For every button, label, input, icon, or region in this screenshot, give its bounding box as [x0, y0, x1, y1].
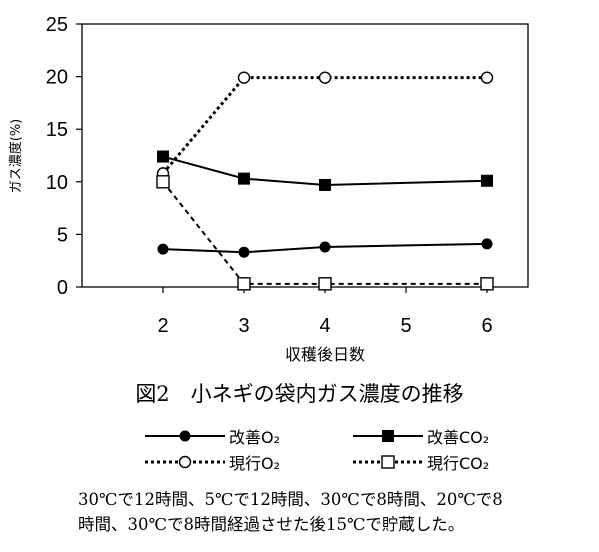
y-tick-label: 0 [57, 277, 68, 299]
data-point [238, 246, 250, 258]
legend-label: 改善CO₂ [427, 428, 490, 447]
legend-item-genko-o2: 現行O₂ [145, 451, 280, 473]
y-tick-label: 10 [46, 172, 68, 194]
x-tick-label: 2 [157, 315, 168, 337]
data-point [237, 277, 251, 291]
series-line-3 [161, 76, 487, 175]
data-point [480, 277, 494, 291]
y-tick-label: 20 [46, 67, 68, 89]
footnote-line-2: 時間、30℃で8時間経過させた後15℃で貯蔵した。 [78, 515, 465, 534]
series-line-2 [162, 155, 488, 186]
legend-item-kaizen-co2: 改善CO₂ [353, 425, 489, 447]
legend-label: 改善O₂ [229, 428, 281, 447]
y-tick-label: 15 [46, 119, 68, 141]
series-line-1 [162, 242, 488, 254]
dotted-open-circle-marker-icon [145, 455, 225, 469]
footnote: 30℃で12時間、5℃で12時間、30℃で8時間、20℃で8 時間、30℃で8時… [78, 487, 594, 537]
data-point [156, 175, 170, 189]
y-axis: 25 20 15 10 5 0 [46, 14, 82, 299]
data-point [157, 150, 169, 163]
dashed-open-square-marker-icon [353, 455, 423, 469]
data-point [237, 71, 251, 84]
line-chart: 25 20 15 10 5 0 2 3 4 5 6 ガス濃度(%) 収穫後日数 [8, 14, 529, 364]
legend-label: 現行CO₂ [427, 454, 490, 473]
data-point [319, 241, 331, 253]
data-point [319, 178, 331, 191]
x-tick-label: 3 [238, 315, 249, 337]
legend-item-kaizen-o2: 改善O₂ [145, 425, 280, 447]
data-point [480, 71, 494, 84]
data-point [318, 277, 332, 291]
legend-label: 現行O₂ [229, 454, 281, 473]
solid-circle-marker-icon [145, 430, 225, 442]
data-point [157, 243, 169, 255]
y-tick-label: 25 [46, 14, 68, 36]
footnote-line-1: 30℃で12時間、5℃で12時間、30℃で8時間、20℃で8 [78, 490, 503, 509]
x-tick-label: 6 [481, 315, 492, 337]
figure-caption: 図2 小ネギの袋内ガス濃度の推移 [135, 382, 464, 406]
legend-item-genko-co2: 現行CO₂ [353, 451, 489, 473]
data-point [481, 174, 493, 187]
x-axis-label: 収穫後日数 [285, 345, 365, 364]
y-axis-label: ガス濃度(%) [8, 119, 24, 194]
series-layer [156, 71, 494, 291]
solid-square-marker-icon [353, 430, 423, 442]
x-tick-label: 5 [400, 315, 411, 337]
series-line-4 [162, 181, 487, 285]
x-tick-label: 4 [319, 315, 330, 337]
x-axis: 2 3 4 5 6 [157, 287, 493, 337]
data-point [481, 238, 493, 250]
data-point [238, 172, 250, 185]
y-tick-label: 5 [57, 224, 68, 246]
data-point [318, 71, 332, 84]
plot-frame [81, 23, 529, 288]
legend: 改善O₂ 改善CO₂ 現行O₂ 現行CO₂ [0, 425, 599, 485]
